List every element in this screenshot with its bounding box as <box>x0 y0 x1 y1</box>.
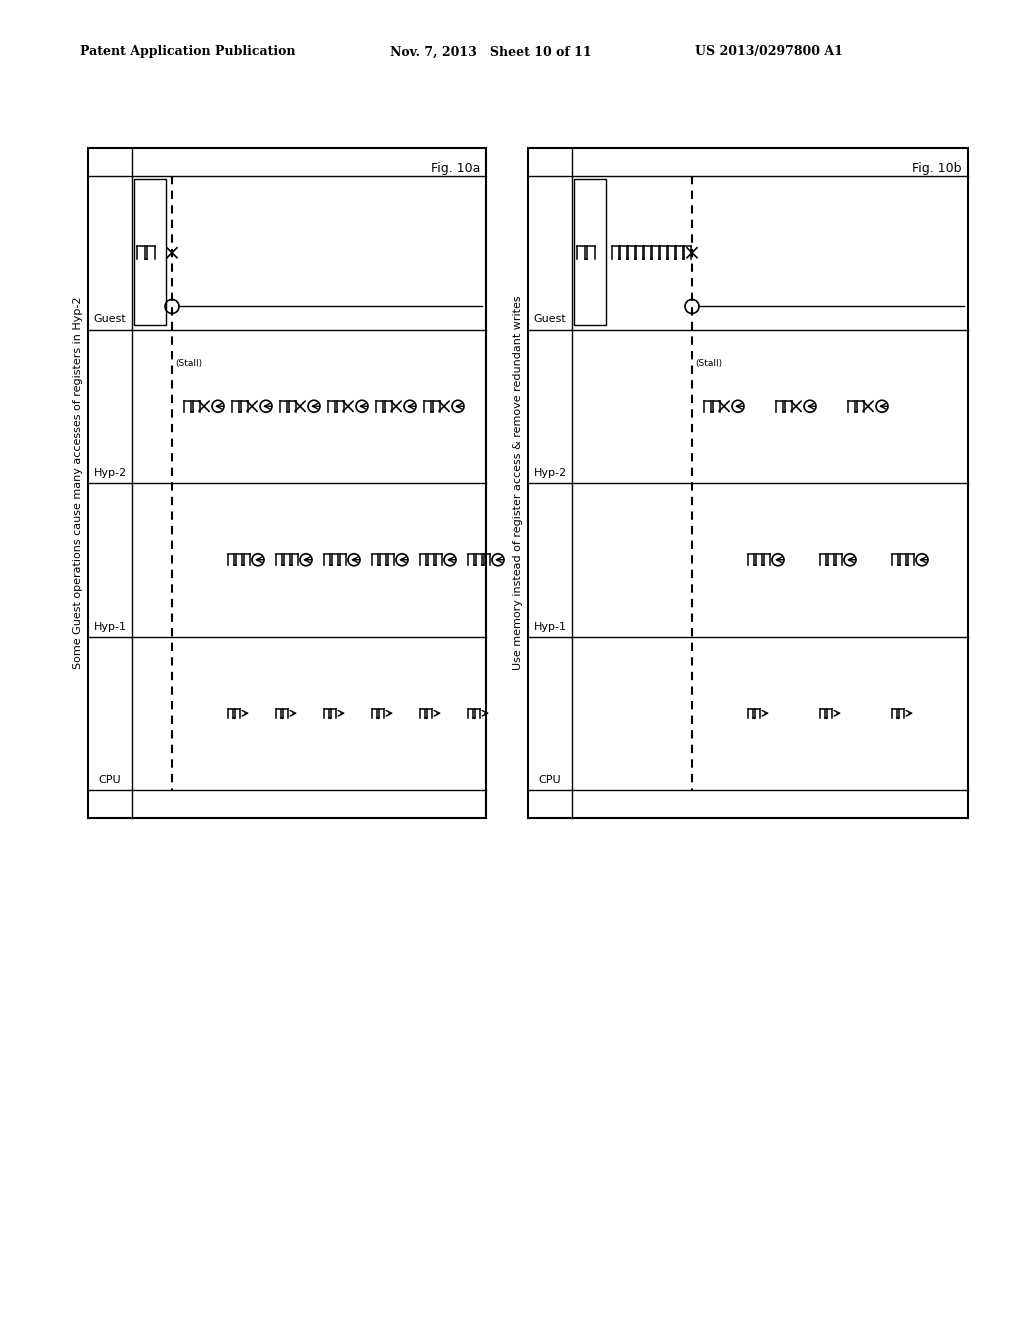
Text: Hyp-1: Hyp-1 <box>93 622 127 631</box>
Text: CPU: CPU <box>98 775 121 785</box>
Text: Guest: Guest <box>534 314 566 325</box>
Text: CPU: CPU <box>539 775 561 785</box>
Bar <box>134 180 166 325</box>
Text: Guest: Guest <box>93 314 126 325</box>
Text: Fig. 10b: Fig. 10b <box>912 162 962 176</box>
Text: Use memory instead of register access & remove redundant writes: Use memory instead of register access & … <box>513 296 523 671</box>
Text: Hyp-2: Hyp-2 <box>93 469 127 478</box>
Bar <box>88 148 486 818</box>
Text: Some Guest operations cause many accesses of registers in Hyp-2: Some Guest operations cause many accesse… <box>73 297 83 669</box>
Text: Hyp-1: Hyp-1 <box>534 622 566 631</box>
Bar <box>574 180 606 325</box>
Bar <box>528 148 968 818</box>
Text: (Stall): (Stall) <box>695 359 722 368</box>
Text: Nov. 7, 2013   Sheet 10 of 11: Nov. 7, 2013 Sheet 10 of 11 <box>390 45 592 58</box>
Text: Hyp-2: Hyp-2 <box>534 469 566 478</box>
Text: Fig. 10a: Fig. 10a <box>431 162 480 176</box>
Text: Patent Application Publication: Patent Application Publication <box>80 45 296 58</box>
Text: US 2013/0297800 A1: US 2013/0297800 A1 <box>695 45 843 58</box>
Text: (Stall): (Stall) <box>175 359 202 368</box>
